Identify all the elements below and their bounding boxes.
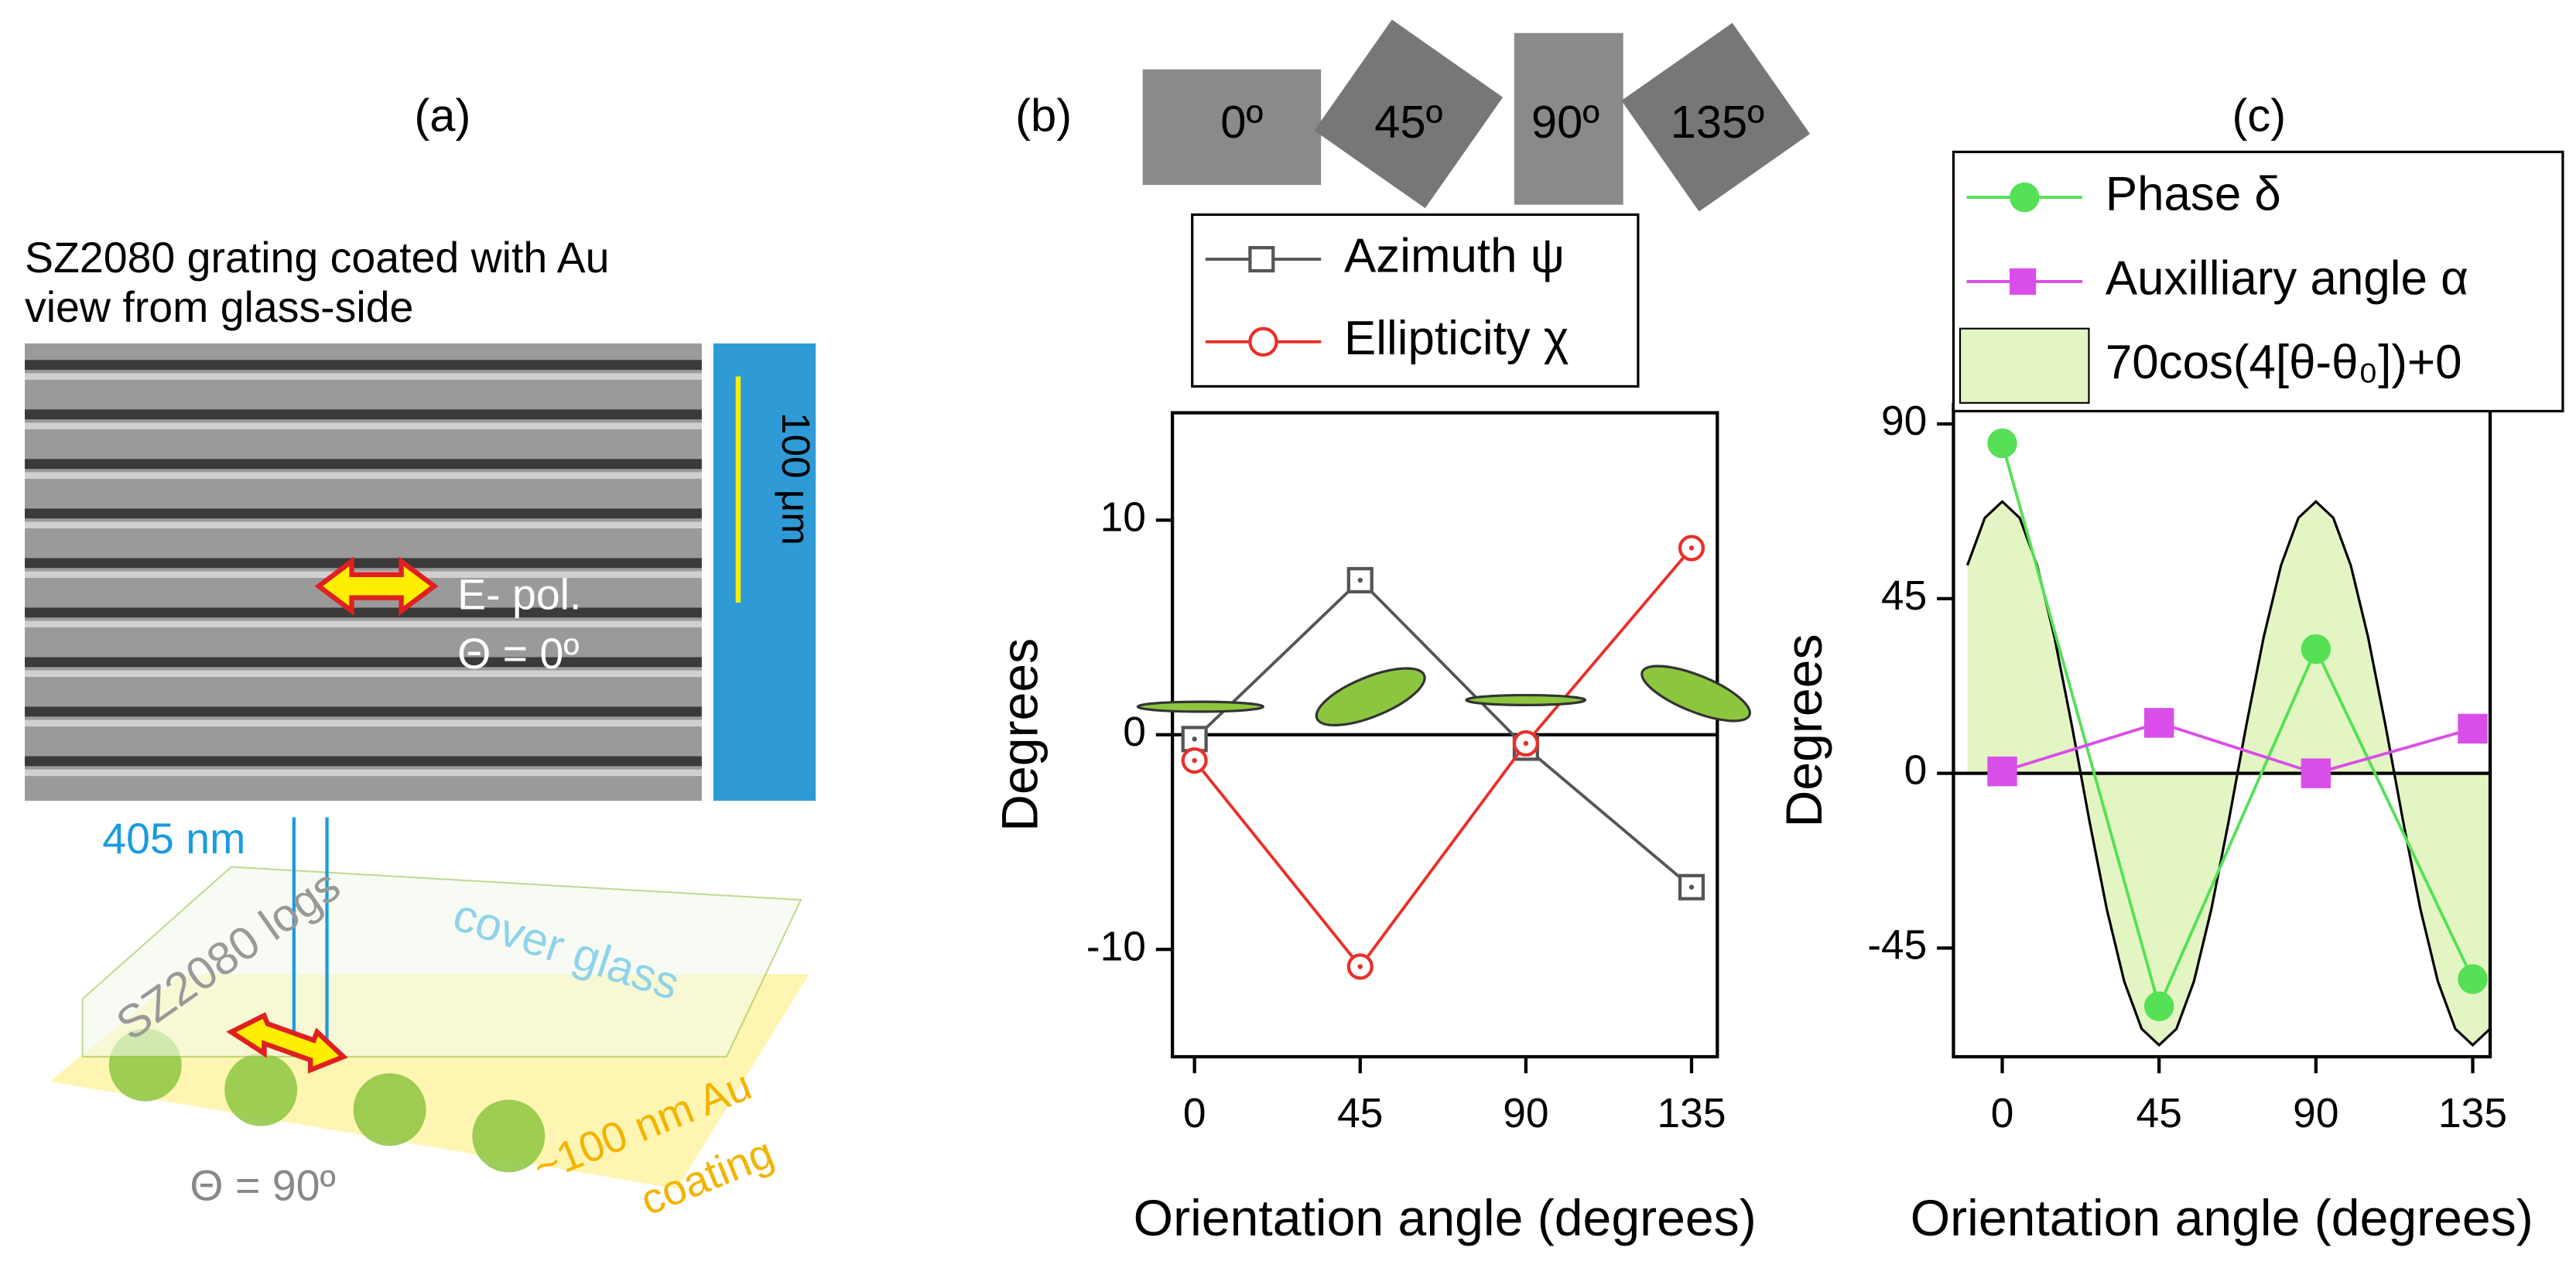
y-tick-label: 45 <box>1881 573 1927 619</box>
marker-dot <box>1357 964 1363 969</box>
data-point <box>1987 756 2017 787</box>
panel-title: (c) <box>2232 89 2286 141</box>
y-axis-label: Degrees <box>992 638 1049 832</box>
thumbnail <box>1314 19 1504 209</box>
legend-swatch <box>1959 327 2090 404</box>
marker-dot <box>1523 740 1529 747</box>
thumbnail <box>1514 32 1623 205</box>
data-point <box>2143 708 2174 738</box>
data-point <box>1987 428 2017 459</box>
y-tick-label: 0 <box>1904 748 1928 794</box>
x-tick-label: 135 <box>1657 1091 1726 1136</box>
series-line <box>2000 443 2475 1011</box>
series-line <box>1193 578 1693 889</box>
series-line <box>1193 547 1693 969</box>
x-tick-label: 0 <box>1183 1091 1206 1136</box>
marker-dot <box>1688 884 1695 890</box>
legend-label: Phase δ <box>2106 167 2281 220</box>
x-tick-label: 0 <box>1991 1091 2014 1136</box>
data-point <box>2458 713 2488 744</box>
fit-curve <box>1966 500 2491 1047</box>
scale-label: 100 μm <box>774 412 818 545</box>
fit-area <box>1967 501 2491 1045</box>
legend-label: 70cos(4[θ-θ₀])+0 <box>2106 336 2462 389</box>
grating-image <box>25 343 702 801</box>
legend-marker <box>2010 182 2040 213</box>
caption: SZ2080 grating coated with Au <box>25 234 609 282</box>
thumbnail-label: 0º <box>1220 96 1263 148</box>
series-line <box>2001 721 2474 775</box>
x-tick-label: 45 <box>2136 1091 2182 1136</box>
data-point <box>1181 726 1208 753</box>
marker-dot <box>1357 577 1363 583</box>
legend-label: Ellipticity χ <box>1344 312 1569 365</box>
thumbnail-label: 90º <box>1531 96 1599 148</box>
x-tick-label: 135 <box>2438 1091 2507 1136</box>
polarization-ellipses <box>1136 665 1751 727</box>
charts: (b) Orientation angle (degrees) Degrees -10… <box>992 89 2564 1247</box>
pol-arrow <box>314 556 439 617</box>
data-point <box>2143 991 2174 1021</box>
thumbnails: 0º 45º 90º 135º <box>1142 19 1811 212</box>
pol-label: E- pol. <box>457 570 581 618</box>
pol-arrow <box>226 1012 348 1074</box>
legend-label: Auxilliary angle α <box>2106 251 2468 305</box>
caption: view from glass-side <box>25 283 413 331</box>
marker-dot <box>1688 545 1695 551</box>
x-tick-label: 90 <box>1503 1091 1548 1136</box>
legend-box <box>1191 213 1640 388</box>
laser-label: 405 nm <box>102 815 245 863</box>
data-point <box>2458 964 2488 994</box>
y-axis-label: Degrees <box>1776 634 1833 827</box>
x-tick-label: 45 <box>1337 1091 1383 1136</box>
legend-marker <box>1248 326 1278 357</box>
thumbnail-label: 135º <box>1671 96 1765 148</box>
pol-label: Θ = 0º <box>457 630 579 678</box>
panel-title: (b) <box>1015 89 1072 141</box>
thumbnail <box>1142 69 1322 186</box>
marker-dot <box>1192 757 1197 764</box>
y-tick-label: 10 <box>1100 494 1146 540</box>
y-tick-label: -45 <box>1867 923 1927 969</box>
marker-dot <box>1192 736 1197 742</box>
thumbnail-label: 45º <box>1374 96 1442 148</box>
thumbnail <box>1621 22 1811 212</box>
x-tick-label: 90 <box>2293 1091 2338 1136</box>
y-tick-label: -10 <box>1086 924 1146 969</box>
y-tick-label: 0 <box>1123 709 1146 755</box>
legend-marker <box>1248 246 1275 273</box>
cover-glass <box>81 866 802 1058</box>
data-point <box>2301 758 2331 788</box>
panel-a: (a) SZ2080 grating coated with Au view f… <box>25 89 818 1225</box>
legend-marker <box>2010 268 2037 295</box>
panel-title: (a) <box>414 89 470 141</box>
y-tick-label: 90 <box>1881 398 1927 444</box>
data-point <box>2301 634 2331 665</box>
x-axis-label: Orientation angle (degrees) <box>1134 1190 1757 1247</box>
scale-bar <box>713 343 816 801</box>
x-axis-label: Orientation angle (degrees) <box>1911 1190 2533 1247</box>
angle-label: Θ = 90º <box>190 1161 335 1209</box>
legend-label: Azimuth ψ <box>1344 229 1565 282</box>
